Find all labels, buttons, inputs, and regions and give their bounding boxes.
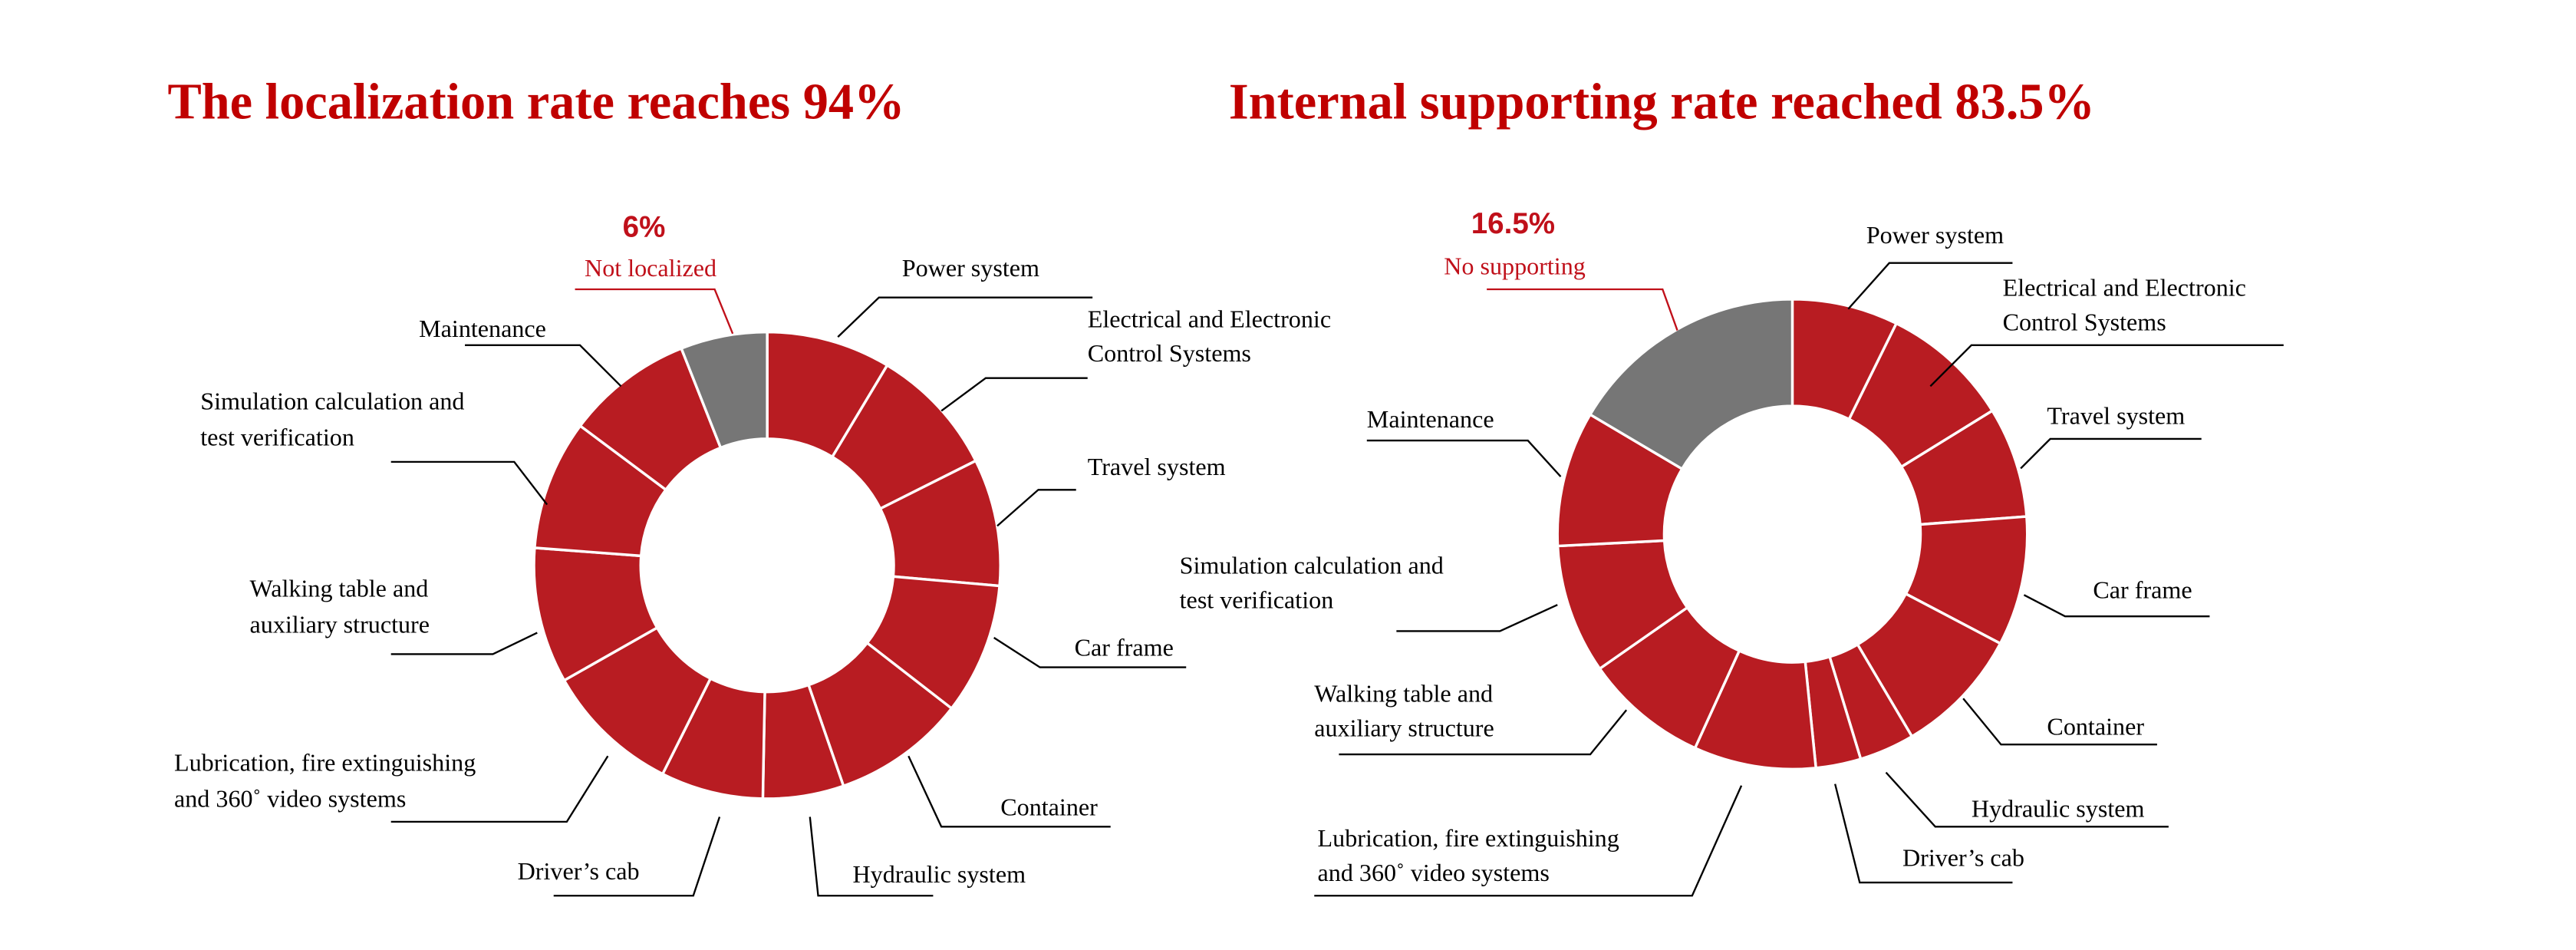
- slice-label: Simulation calculation and: [200, 387, 464, 414]
- leader-line: [996, 489, 1076, 527]
- donut-chart-1: The localization rate reaches 94% 6% Not l…: [167, 74, 1331, 897]
- slice-label: test verification: [1180, 586, 1334, 613]
- slice-label: Walking table and: [250, 574, 429, 602]
- slice-label: Control Systems: [2003, 308, 2166, 336]
- chart-title: Internal supporting rate reached 83.5%: [1229, 74, 2095, 130]
- leader-line: [1847, 262, 2013, 310]
- leader-line: [2020, 437, 2202, 470]
- slice-label: Car frame: [1075, 634, 1174, 661]
- slice-label: Power system: [1866, 221, 2004, 249]
- highlight-leader-line: [575, 288, 734, 335]
- leader-line: [1396, 604, 1558, 632]
- slice-label: Container: [1000, 793, 1098, 820]
- highlight-leader-line: [1487, 288, 1678, 331]
- donut-chart-2: Internal supporting rate reached 83.5% 16…: [1180, 74, 2284, 897]
- slice-label: Driver’s cab: [1902, 844, 2024, 872]
- slice-label: Hydraulic system: [1972, 794, 2145, 822]
- leader-line: [390, 755, 609, 823]
- donut-slice-remainder: [679, 330, 769, 450]
- slice-label: Driver’s cab: [518, 857, 640, 885]
- leader-line: [1834, 783, 2013, 884]
- slice-label: Power system: [902, 254, 1039, 282]
- highlight-value: 16.5%: [1471, 207, 1555, 240]
- slice-label: Control Systems: [1088, 339, 1251, 367]
- slice-label: Simulation calculation and: [1180, 551, 1444, 579]
- slice-label: Car frame: [2093, 576, 2192, 604]
- slice-label: Maintenance: [1367, 405, 1494, 433]
- slice-label: auxiliary structure: [250, 611, 430, 638]
- leader-line: [1929, 344, 2284, 388]
- leader-line: [908, 755, 1111, 828]
- highlight-label: No supporting: [1444, 252, 1586, 280]
- leader-line: [390, 460, 548, 506]
- slice-label: Walking table and: [1314, 680, 1493, 708]
- slice-label: Electrical and Electronic: [1088, 305, 1331, 332]
- chart-title: The localization rate reaches 94%: [167, 74, 904, 130]
- highlight-value: 6%: [623, 210, 666, 243]
- leader-line: [940, 377, 1088, 412]
- slice-label: Travel system: [2047, 402, 2185, 430]
- leader-line: [809, 816, 934, 897]
- leader-line: [993, 637, 1187, 668]
- leader-line: [1962, 698, 2157, 746]
- slice-label: Lubrication, fire extinguishing: [1318, 824, 1619, 852]
- leader-line: [1314, 785, 1743, 897]
- leader-line: [465, 344, 622, 388]
- leader-line: [553, 816, 721, 897]
- slice-label: test verification: [200, 423, 354, 450]
- leader-line: [390, 632, 538, 655]
- slice-label: Container: [2047, 712, 2144, 740]
- slice-label: Lubrication, fire extinguishing: [174, 748, 476, 776]
- slice-label: and 360˚ video systems: [1318, 859, 1550, 886]
- slice-label: Electrical and Electronic: [2003, 274, 2246, 302]
- leader-line: [1366, 439, 1562, 477]
- highlight-label: Not localized: [585, 254, 716, 282]
- slice-label: and 360˚ video systems: [174, 785, 406, 813]
- slice-label: Maintenance: [419, 315, 546, 342]
- leader-line: [1339, 709, 1628, 756]
- slice-label: auxiliary structure: [1314, 714, 1494, 742]
- slice-label: Hydraulic system: [852, 860, 1026, 888]
- slice-label: Travel system: [1088, 453, 1226, 480]
- leader-line: [2023, 594, 2210, 618]
- leader-line: [1885, 771, 2169, 828]
- leader-line: [837, 296, 1093, 338]
- donut-slice-remainder: [1588, 298, 1794, 471]
